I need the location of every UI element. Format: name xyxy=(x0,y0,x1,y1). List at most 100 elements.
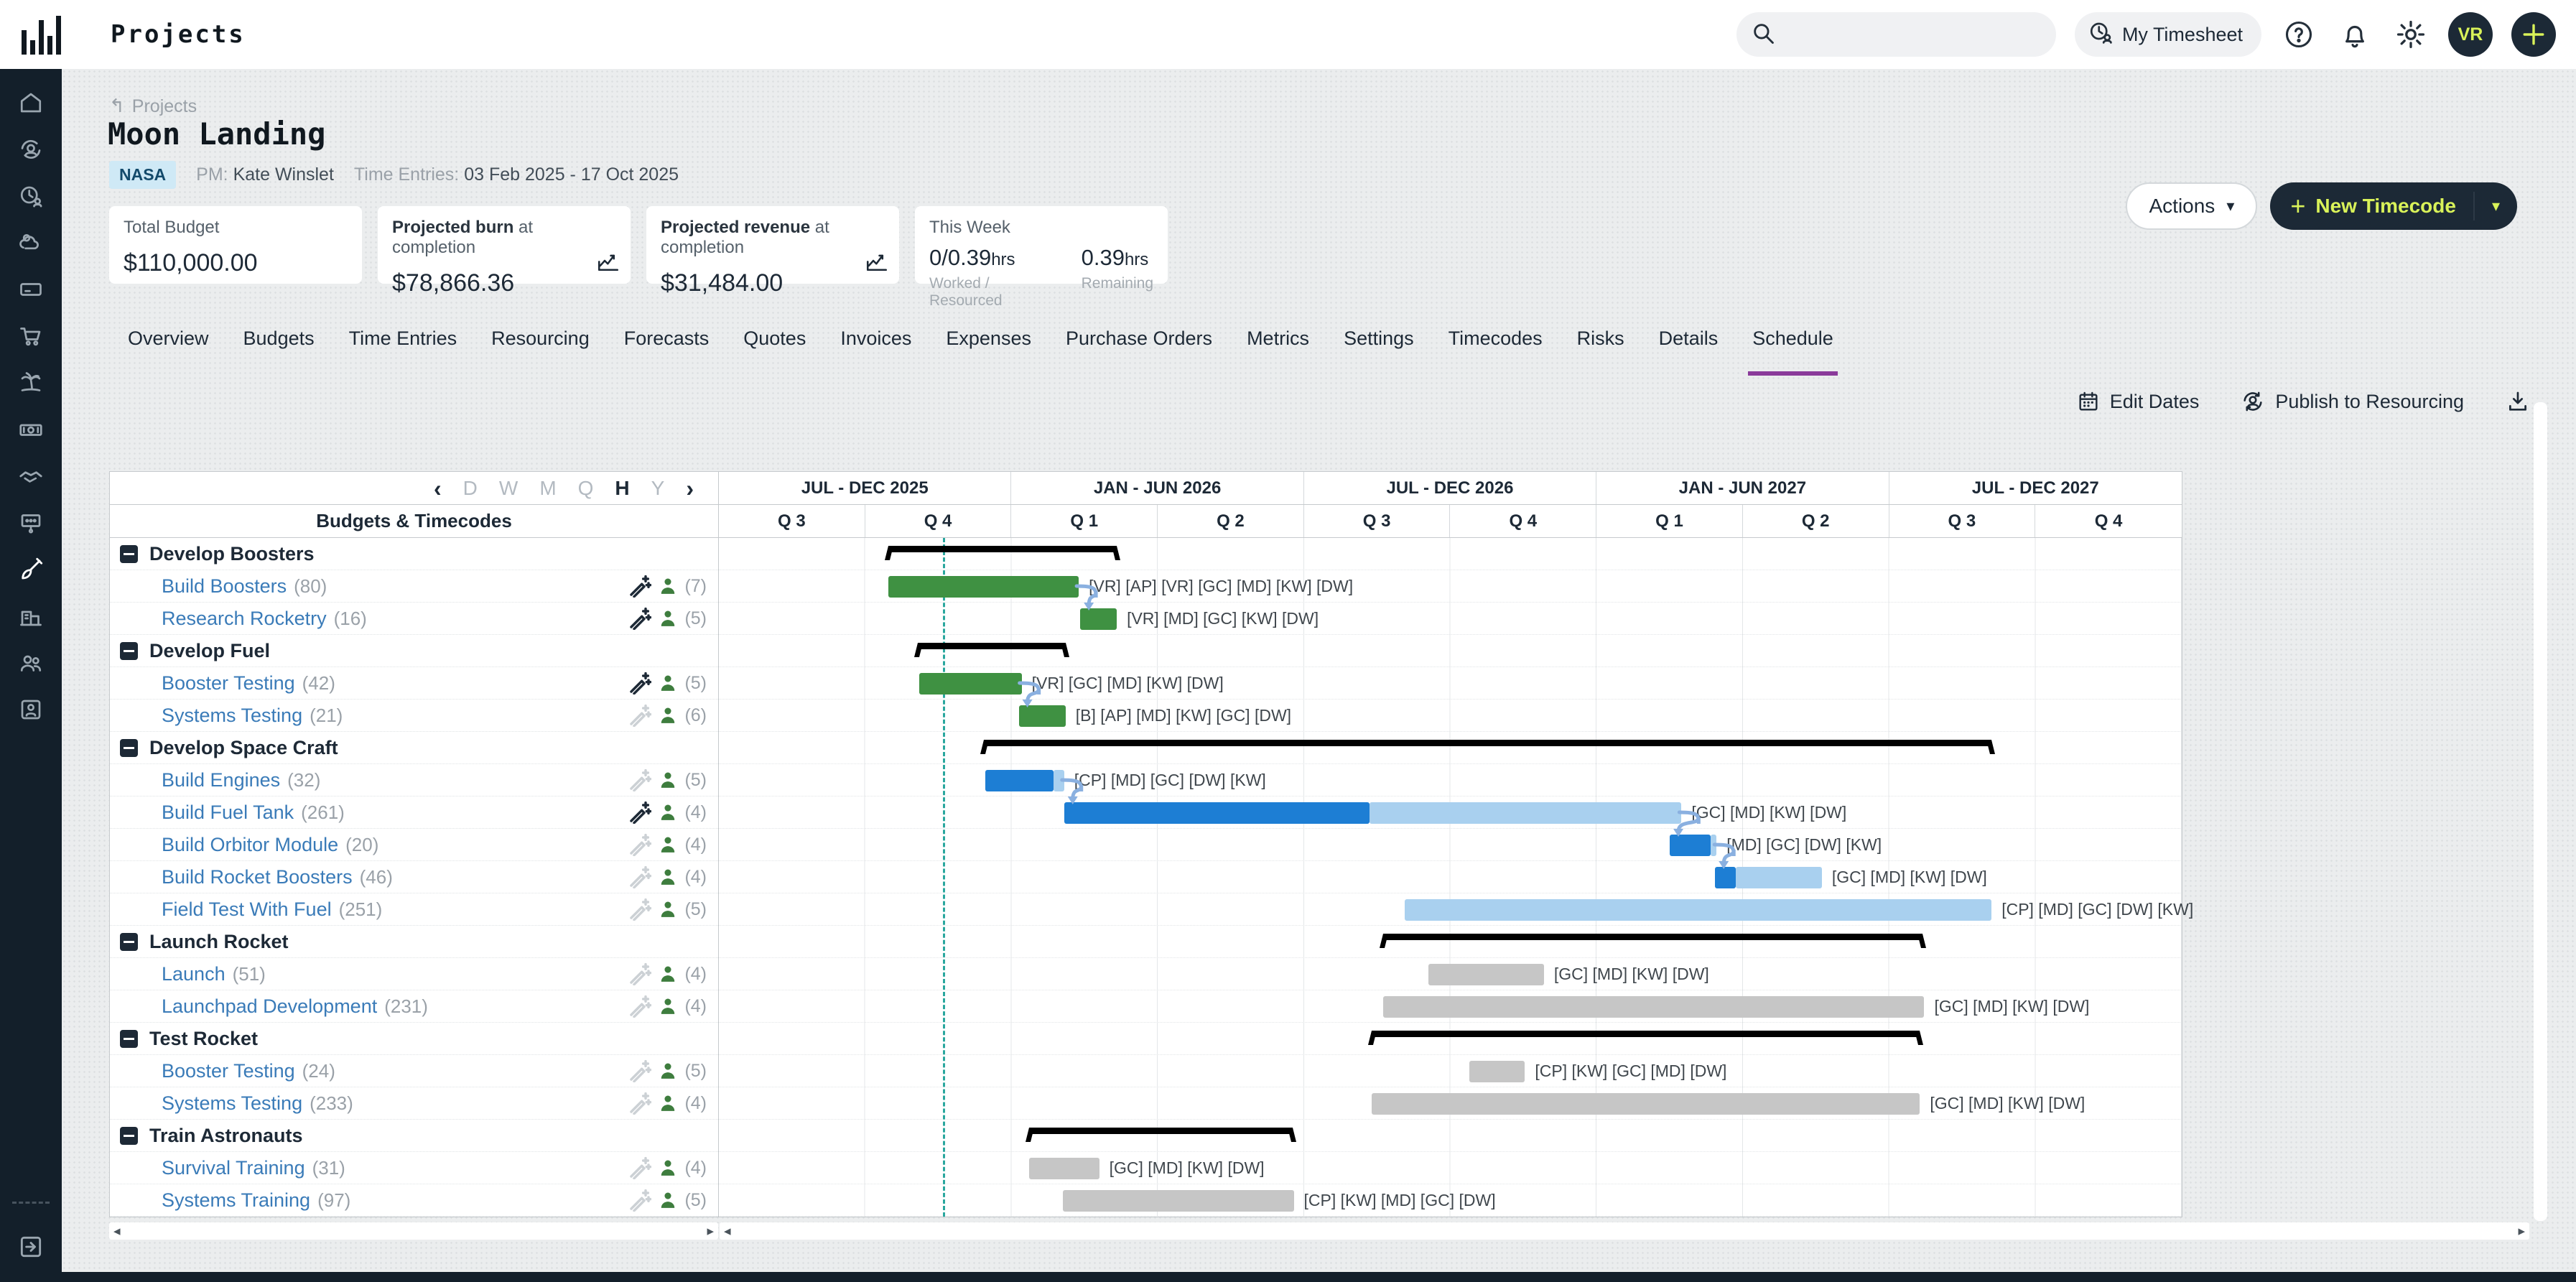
assignees-icon[interactable] xyxy=(659,577,677,595)
collapse-icon[interactable] xyxy=(120,544,138,563)
gantt-bar[interactable] xyxy=(1370,802,1682,824)
zoom-level-D[interactable]: D xyxy=(462,476,478,499)
my-timesheet-button[interactable]: My Timesheet xyxy=(2074,12,2261,57)
expenses-money-icon[interactable] xyxy=(14,413,47,446)
tab-risks[interactable]: Risks xyxy=(1576,328,1624,349)
tab-invoices[interactable]: Invoices xyxy=(840,328,912,349)
timecode-link[interactable]: Systems Testing xyxy=(162,1092,303,1114)
client-badge[interactable]: NASA xyxy=(109,161,177,189)
scroll-right-icon[interactable]: ▸ xyxy=(2518,1223,2525,1239)
scroll-left-icon[interactable]: ◂ xyxy=(724,1223,731,1239)
tab-time-entries[interactable]: Time Entries xyxy=(348,328,457,349)
zoom-level-Q[interactable]: Q xyxy=(577,476,594,499)
new-timecode-dropdown[interactable]: ▾ xyxy=(2491,197,2500,215)
magic-wand-icon[interactable] xyxy=(628,865,652,888)
timecode-link[interactable]: Build Fuel Tank xyxy=(162,801,294,823)
gantt-bar[interactable] xyxy=(1382,996,1925,1018)
magic-wand-icon[interactable] xyxy=(628,1156,652,1179)
timecode-link[interactable]: Launchpad Development xyxy=(162,995,378,1017)
tab-quotes[interactable]: Quotes xyxy=(743,328,806,349)
gantt-bar[interactable] xyxy=(1428,964,1544,985)
gantt-bar[interactable] xyxy=(985,770,1054,791)
sales-handshake-icon[interactable] xyxy=(14,460,47,493)
timecode-link[interactable]: Launch xyxy=(162,962,225,985)
gantt-bar[interactable] xyxy=(888,576,1079,598)
zoom-level-H[interactable]: H xyxy=(615,476,630,499)
gantt-prev-button[interactable]: ‹ xyxy=(433,475,442,501)
gantt-bar[interactable] xyxy=(1080,608,1117,630)
reports-presentation-icon[interactable] xyxy=(14,506,47,539)
leave-island-icon[interactable] xyxy=(14,366,47,399)
gantt-bar[interactable] xyxy=(1715,867,1736,888)
gantt-bar[interactable] xyxy=(919,673,1022,695)
assignees-icon[interactable] xyxy=(659,1158,677,1177)
scroll-left-icon[interactable]: ◂ xyxy=(113,1223,121,1239)
timecode-link[interactable]: Build Boosters xyxy=(162,575,287,597)
projects-shovel-icon[interactable] xyxy=(14,553,47,586)
tab-overview[interactable]: Overview xyxy=(128,328,209,349)
tab-forecasts[interactable]: Forecasts xyxy=(623,328,710,349)
gantt-bar[interactable] xyxy=(1469,1061,1525,1082)
timecode-link[interactable]: Booster Testing xyxy=(162,1059,295,1082)
assignees-icon[interactable] xyxy=(659,803,677,822)
help-button[interactable] xyxy=(2280,16,2317,53)
magic-wand-icon[interactable] xyxy=(628,833,652,856)
assignees-icon[interactable] xyxy=(659,706,677,725)
tab-purchase-orders[interactable]: Purchase Orders xyxy=(1065,328,1213,349)
assignees-icon[interactable] xyxy=(659,835,677,854)
magic-wand-icon[interactable] xyxy=(628,962,652,985)
assignees-icon[interactable] xyxy=(659,1062,677,1080)
gantt-bar[interactable] xyxy=(1018,705,1066,727)
timecode-link[interactable]: Build Engines xyxy=(162,768,281,791)
avatar[interactable]: VR xyxy=(2448,12,2493,57)
tab-expenses[interactable]: Expenses xyxy=(946,328,1031,349)
magic-wand-icon[interactable] xyxy=(628,704,652,727)
magic-wand-icon[interactable] xyxy=(628,575,652,598)
assignees-icon[interactable] xyxy=(659,965,677,983)
home-icon[interactable] xyxy=(14,86,47,119)
collapse-icon[interactable] xyxy=(120,738,138,757)
gantt-bar[interactable] xyxy=(1064,802,1370,824)
collapse-icon[interactable] xyxy=(120,932,138,951)
gantt-bar[interactable] xyxy=(1711,835,1717,856)
scroll-right-icon[interactable]: ▸ xyxy=(707,1223,714,1239)
vertical-scrollbar[interactable] xyxy=(2534,402,2547,1221)
gantt-bar[interactable] xyxy=(1371,1093,1920,1115)
assignees-icon[interactable] xyxy=(659,1094,677,1113)
purchases-cart-icon[interactable] xyxy=(14,320,47,353)
tab-metrics[interactable]: Metrics xyxy=(1247,328,1310,349)
tab-budgets[interactable]: Budgets xyxy=(243,328,315,349)
gantt-bar[interactable] xyxy=(1735,867,1822,888)
breadcrumb[interactable]: ↰ Projects xyxy=(109,95,197,116)
forecasts-icon[interactable] xyxy=(14,226,47,259)
zoom-level-Y[interactable]: Y xyxy=(651,476,665,499)
download-button[interactable] xyxy=(2506,389,2530,414)
tab-resourcing[interactable]: Resourcing xyxy=(491,328,590,349)
timecode-link[interactable]: Research Rocketry xyxy=(162,607,327,629)
expand-sidebar-button[interactable] xyxy=(14,1230,47,1263)
magic-wand-icon[interactable] xyxy=(628,672,652,695)
assignees-icon[interactable] xyxy=(659,609,677,628)
profile-badge-icon[interactable] xyxy=(14,693,47,726)
timecode-link[interactable]: Build Rocket Boosters xyxy=(162,865,353,888)
magic-wand-icon[interactable] xyxy=(628,1092,652,1115)
tab-settings[interactable]: Settings xyxy=(1344,328,1414,349)
settings-gear-icon[interactable] xyxy=(2392,16,2429,53)
timecode-link[interactable]: Systems Training xyxy=(162,1189,311,1211)
global-add-button[interactable] xyxy=(2511,12,2556,57)
organisations-building-icon[interactable] xyxy=(14,600,47,633)
timecode-link[interactable]: Build Orbitor Module xyxy=(162,833,339,855)
gantt-next-button[interactable]: › xyxy=(686,475,694,501)
gantt-bar[interactable] xyxy=(1670,835,1711,856)
trend-chart-icon[interactable] xyxy=(865,248,889,277)
magic-wand-icon[interactable] xyxy=(628,1189,652,1212)
search-bar[interactable] xyxy=(1736,12,2056,57)
tab-timecodes[interactable]: Timecodes xyxy=(1448,328,1543,349)
assignees-icon[interactable] xyxy=(659,900,677,919)
gantt-bar[interactable] xyxy=(1405,899,1992,921)
people-icon[interactable] xyxy=(14,646,47,679)
timecode-link[interactable]: Booster Testing xyxy=(162,672,295,694)
timecode-link[interactable]: Survival Training xyxy=(162,1156,305,1179)
actions-button[interactable]: Actions ▾ xyxy=(2126,182,2258,230)
resourcing-icon[interactable] xyxy=(14,133,47,166)
